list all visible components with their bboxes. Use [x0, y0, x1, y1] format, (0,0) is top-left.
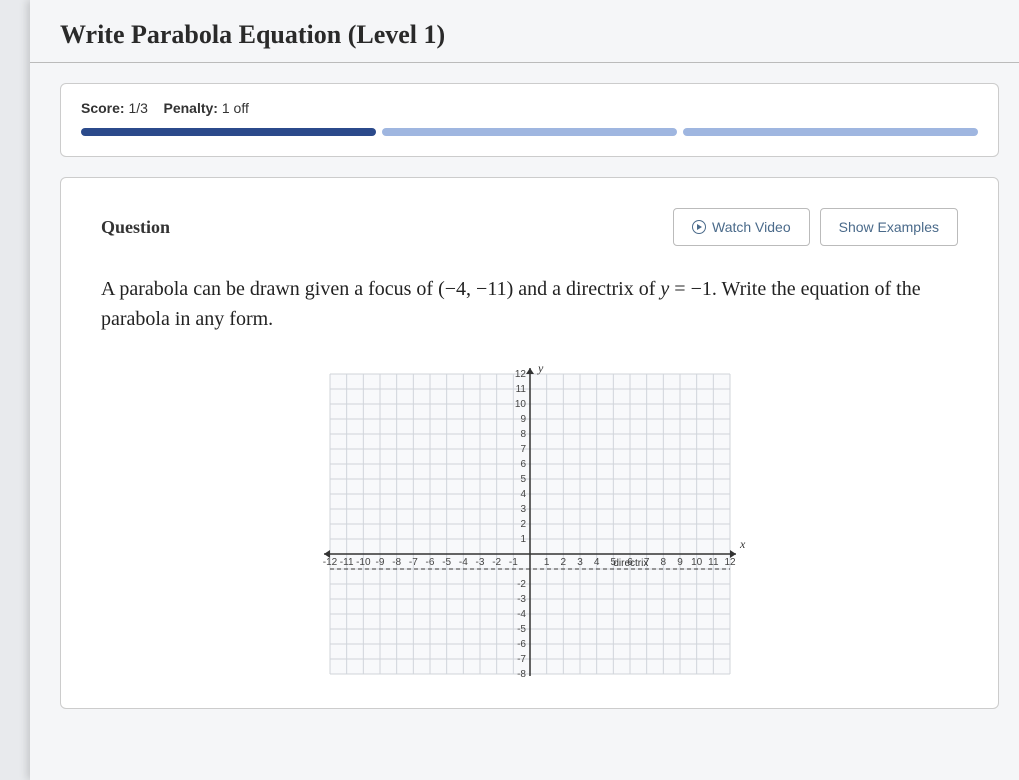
watch-video-label: Watch Video	[712, 219, 791, 235]
prompt-directrix-rhs: = −1	[669, 278, 712, 300]
svg-text:5: 5	[610, 557, 616, 568]
svg-text:5: 5	[520, 474, 526, 485]
show-examples-label: Show Examples	[839, 219, 939, 235]
svg-text:12: 12	[514, 369, 526, 380]
penalty-label: Penalty:	[164, 100, 218, 116]
svg-text:2: 2	[560, 557, 566, 568]
svg-text:-7: -7	[408, 557, 417, 568]
svg-text:-8: -8	[392, 557, 401, 568]
play-icon	[692, 220, 706, 234]
score-line: Score: 1/3 Penalty: 1 off	[81, 100, 978, 116]
svg-text:9: 9	[677, 557, 683, 568]
svg-text:11: 11	[515, 384, 526, 395]
svg-text:6: 6	[627, 557, 633, 568]
svg-text:-2: -2	[492, 557, 501, 568]
penalty-value: 1 off	[222, 100, 249, 116]
progress-segment	[382, 128, 677, 136]
svg-text:-12: -12	[322, 557, 337, 568]
svg-text:11: 11	[708, 557, 719, 568]
prompt-mid: and a directrix of	[513, 278, 660, 300]
question-prompt: A parabola can be drawn given a focus of…	[101, 274, 958, 334]
svg-text:-2: -2	[517, 579, 526, 590]
svg-text:4: 4	[520, 489, 526, 500]
svg-text:-6: -6	[425, 557, 434, 568]
score-card: Score: 1/3 Penalty: 1 off	[60, 83, 999, 157]
svg-text:-6: -6	[517, 639, 526, 650]
svg-text:9: 9	[520, 414, 526, 425]
svg-text:-4: -4	[458, 557, 467, 568]
svg-text:-7: -7	[517, 654, 526, 665]
svg-text:6: 6	[520, 459, 526, 470]
svg-text:10: 10	[514, 399, 526, 410]
svg-text:7: 7	[643, 557, 649, 568]
page-title: Write Parabola Equation (Level 1)	[30, 20, 1019, 63]
svg-text:-8: -8	[517, 669, 526, 678]
svg-text:8: 8	[660, 557, 666, 568]
svg-text:-9: -9	[375, 557, 384, 568]
svg-text:-4: -4	[517, 609, 526, 620]
show-examples-button[interactable]: Show Examples	[820, 208, 958, 246]
svg-text:-5: -5	[442, 557, 451, 568]
question-label: Question	[101, 217, 663, 238]
svg-text:y: y	[537, 361, 544, 375]
svg-text:1: 1	[543, 557, 549, 568]
svg-text:1: 1	[520, 534, 526, 545]
question-card: Question Watch Video Show Examples A par…	[60, 177, 999, 709]
score-value: 1/3	[128, 100, 147, 116]
svg-text:3: 3	[520, 504, 526, 515]
prompt-pre: A parabola can be drawn given a focus of	[101, 278, 438, 300]
svg-text:10: 10	[691, 557, 703, 568]
prompt-focus: (−4, −11)	[438, 278, 513, 300]
svg-text:7: 7	[520, 444, 526, 455]
svg-text:-11: -11	[339, 557, 353, 568]
progress-bar	[81, 128, 978, 136]
svg-text:2: 2	[520, 519, 526, 530]
svg-text:3: 3	[577, 557, 583, 568]
score-label: Score:	[81, 100, 125, 116]
svg-text:x: x	[739, 537, 746, 551]
svg-text:-3: -3	[517, 594, 526, 605]
prompt-directrix-lhs: y	[660, 278, 669, 300]
svg-text:4: 4	[593, 557, 599, 568]
svg-text:-3: -3	[475, 557, 484, 568]
svg-text:-5: -5	[517, 624, 526, 635]
svg-text:8: 8	[520, 429, 526, 440]
coordinate-graph: yxdirectrix-12-11-10-9-8-7-6-5-4-3-2-112…	[310, 358, 750, 678]
svg-text:-1: -1	[508, 557, 517, 568]
watch-video-button[interactable]: Watch Video	[673, 208, 810, 246]
progress-segment	[683, 128, 978, 136]
svg-text:-10: -10	[356, 557, 371, 568]
progress-segment	[81, 128, 376, 136]
svg-text:12: 12	[724, 557, 736, 568]
